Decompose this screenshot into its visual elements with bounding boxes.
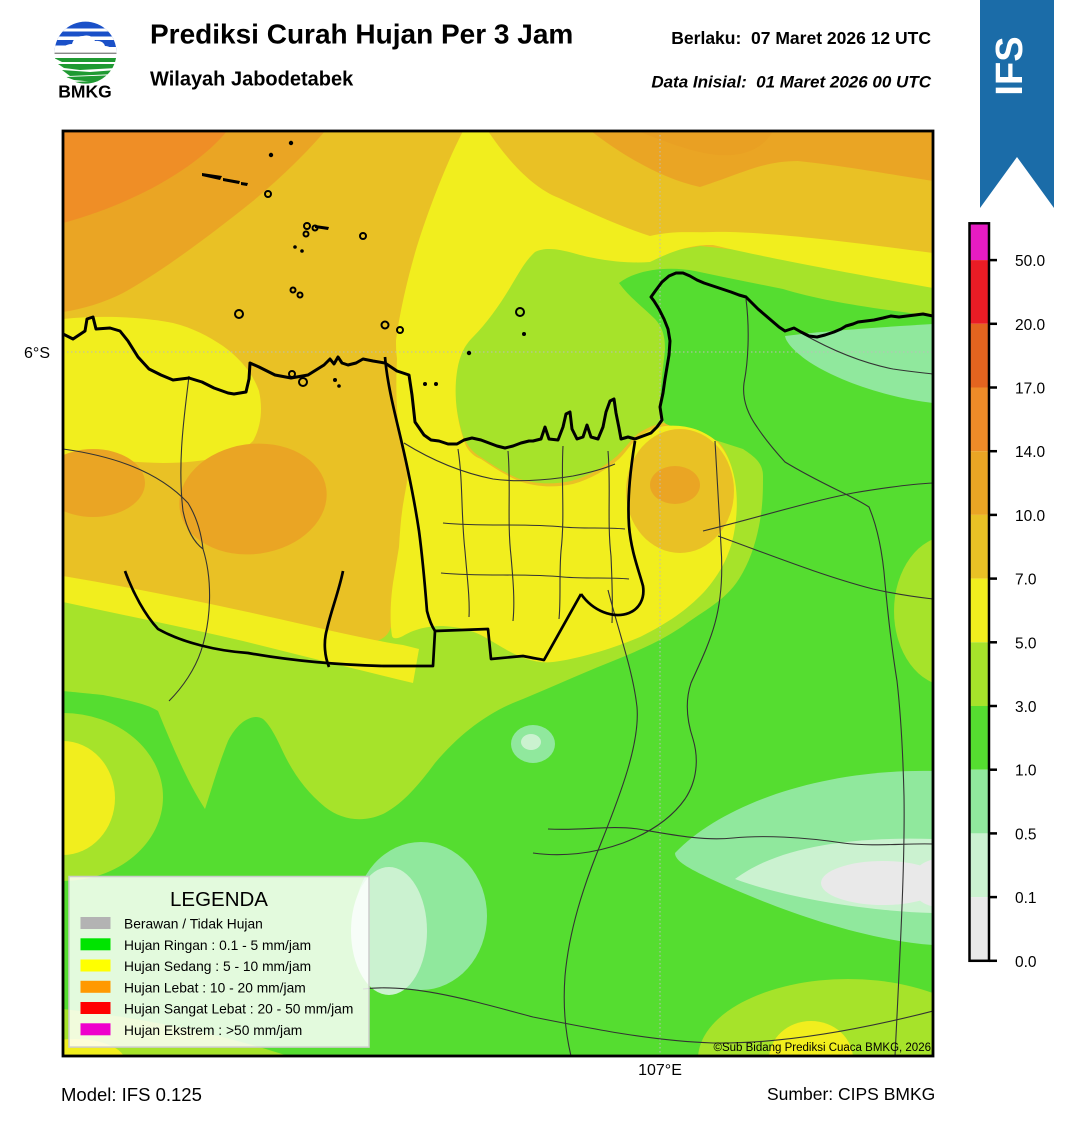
svg-text:Prediksi Curah Hujan Per 3 Jam: Prediksi Curah Hujan Per 3 Jam bbox=[150, 19, 573, 50]
svg-text:0.0: 0.0 bbox=[1015, 954, 1037, 971]
svg-text:Sumber: CIPS BMKG: Sumber: CIPS BMKG bbox=[767, 1084, 935, 1104]
svg-text:Hujan Ekstrem : >50 mm/jam: Hujan Ekstrem : >50 mm/jam bbox=[124, 1023, 302, 1038]
svg-text:Hujan Lebat : 10 - 20 mm/jam: Hujan Lebat : 10 - 20 mm/jam bbox=[124, 980, 306, 995]
svg-text:LEGENDA: LEGENDA bbox=[170, 888, 268, 911]
svg-text:IFS: IFS bbox=[989, 36, 1031, 95]
svg-text:1.0: 1.0 bbox=[1015, 763, 1037, 780]
svg-text:©Sub Bidang Prediksi Cuaca BMK: ©Sub Bidang Prediksi Cuaca BMKG, 2026 bbox=[713, 1042, 931, 1054]
svg-text:Hujan Sangat Lebat : 20 - 50 m: Hujan Sangat Lebat : 20 - 50 mm/jam bbox=[124, 1002, 353, 1017]
svg-text:14.0: 14.0 bbox=[1015, 444, 1046, 461]
svg-text:Berawan / Tidak Hujan: Berawan / Tidak Hujan bbox=[124, 917, 263, 932]
svg-text:BMKG: BMKG bbox=[58, 82, 111, 102]
svg-text:17.0: 17.0 bbox=[1015, 381, 1046, 398]
svg-text:0.1: 0.1 bbox=[1015, 890, 1037, 907]
svg-text:7.0: 7.0 bbox=[1015, 572, 1037, 589]
svg-text:Wilayah Jabodetabek: Wilayah Jabodetabek bbox=[150, 69, 354, 91]
svg-text:107°E: 107°E bbox=[638, 1062, 682, 1079]
svg-text:20.0: 20.0 bbox=[1015, 317, 1046, 334]
svg-text:5.0: 5.0 bbox=[1015, 635, 1037, 652]
svg-text:10.0: 10.0 bbox=[1015, 508, 1046, 525]
svg-text:50.0: 50.0 bbox=[1015, 253, 1046, 270]
svg-text:Hujan Ringan : 0.1 - 5 mm/jam: Hujan Ringan : 0.1 - 5 mm/jam bbox=[124, 938, 311, 953]
svg-text:Model: IFS 0.125: Model: IFS 0.125 bbox=[61, 1084, 202, 1105]
svg-text:Hujan Sedang : 5 - 10 mm/jam: Hujan Sedang : 5 - 10 mm/jam bbox=[124, 959, 311, 974]
svg-text:6°S: 6°S bbox=[24, 345, 50, 362]
svg-text:Berlaku: 07 Maret 2026 12 UTC: Berlaku: 07 Maret 2026 12 UTC bbox=[671, 28, 931, 48]
svg-text:3.0: 3.0 bbox=[1015, 699, 1037, 716]
svg-text:Data Inisial: 01 Maret 2026 0: Data Inisial: 01 Maret 2026 00 UTC bbox=[651, 73, 931, 92]
svg-text:0.5: 0.5 bbox=[1015, 826, 1037, 843]
